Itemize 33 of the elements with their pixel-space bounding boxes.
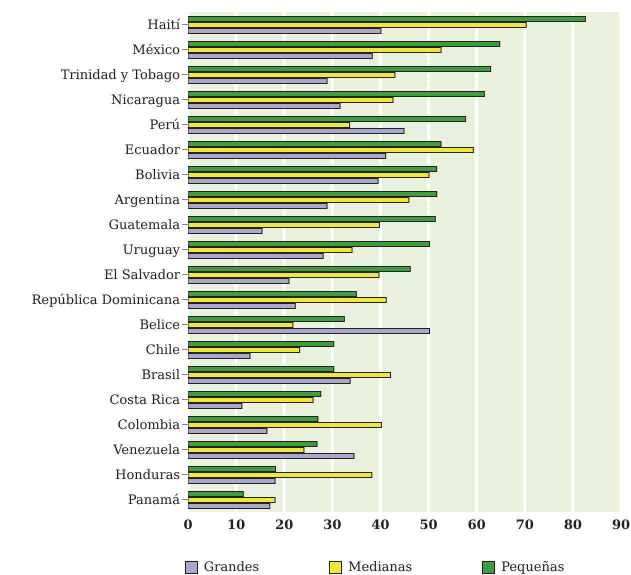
legend-label: Pequeñas xyxy=(501,560,564,575)
y-tick-label: Honduras xyxy=(115,468,180,484)
y-tick-label: Bolivia xyxy=(135,168,180,184)
x-tick-label: 70 xyxy=(516,518,534,534)
y-tick-label: Ecuador xyxy=(124,143,181,158)
x-tick-label: 0 xyxy=(183,518,193,534)
legend-label: Medianas xyxy=(348,560,412,575)
y-tick-label: Colombia xyxy=(118,418,180,434)
y-tick-label: República Dominicana xyxy=(32,293,180,308)
x-tick-label: 10 xyxy=(227,518,246,534)
x-tick-label: 90 xyxy=(612,518,630,534)
x-tick-label: 80 xyxy=(564,518,582,534)
y-tick-label: Chile xyxy=(146,343,180,358)
y-tick-label: Nicaragua xyxy=(111,93,180,108)
y-tick-label: Belice xyxy=(139,318,180,334)
y-tick-label: Guatemala xyxy=(108,218,180,234)
y-tick-label: El Salvador xyxy=(104,268,181,284)
y-tick-label: México xyxy=(132,43,180,58)
y-tick-label: Argentina xyxy=(114,193,180,208)
y-tick-label: Uruguay xyxy=(122,243,181,258)
y-tick-label: Panamá xyxy=(128,493,180,508)
x-tick-label: 40 xyxy=(371,518,390,534)
x-tick-label: 50 xyxy=(420,518,438,534)
y-tick-label: Brasil xyxy=(141,368,180,384)
legend-label: Grandes xyxy=(204,560,260,575)
y-tick-label: Trinidad y Tobago xyxy=(60,68,180,84)
x-tick-label: 60 xyxy=(468,518,486,534)
x-tick-label: 30 xyxy=(323,518,342,534)
y-tick-label: Haití xyxy=(147,18,181,34)
x-tick-label: 20 xyxy=(275,518,294,534)
y-tick-label: Perú xyxy=(150,118,180,134)
y-tick-label: Costa Rica xyxy=(109,393,180,408)
y-tick-label: Venezuela xyxy=(112,443,180,458)
